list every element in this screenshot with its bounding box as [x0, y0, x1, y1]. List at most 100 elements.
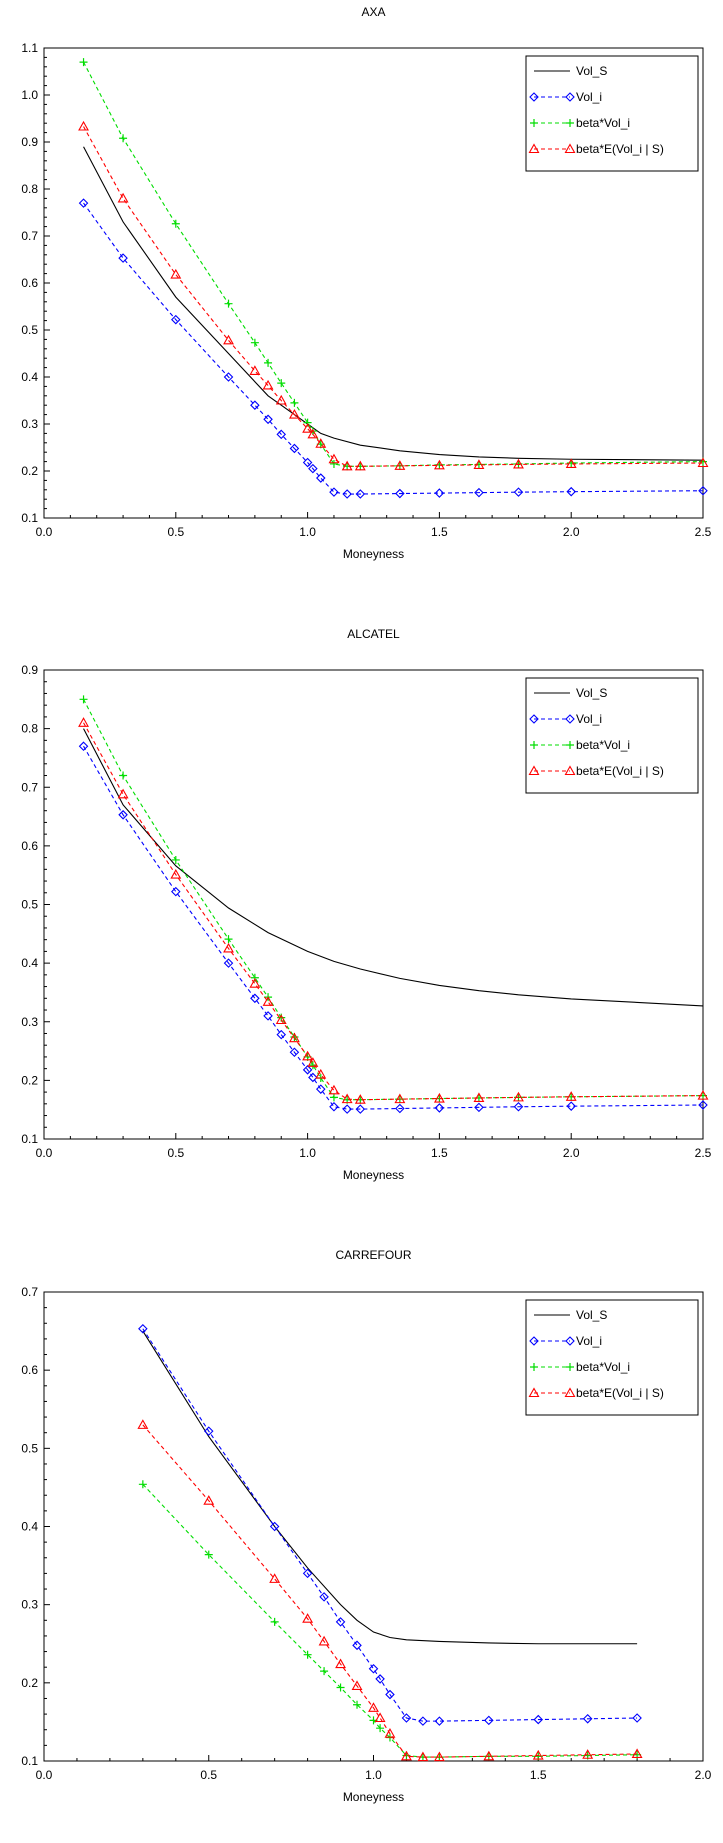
data-point	[203, 1495, 215, 1505]
legend-marker	[564, 765, 576, 776]
data-point	[394, 1093, 406, 1104]
data-point	[342, 1104, 352, 1114]
data-point	[513, 1101, 524, 1112]
data-point	[342, 489, 352, 499]
y-tick-label: 0.5	[21, 1441, 38, 1455]
x-tick-label: 0.0	[36, 1146, 53, 1160]
data-point	[582, 1714, 593, 1724]
data-point	[249, 365, 261, 375]
data-point	[117, 788, 129, 799]
data-point	[223, 942, 234, 953]
data-point	[250, 993, 260, 1004]
data-point	[269, 1521, 280, 1532]
data-point	[473, 1092, 485, 1103]
data-point	[698, 1100, 708, 1110]
data-point	[302, 1065, 313, 1075]
series-line	[83, 146, 704, 461]
x-tick-label: 0.0	[36, 1768, 53, 1782]
chart-title: AXA	[361, 5, 385, 19]
data-point	[302, 1050, 314, 1061]
y-tick-label: 0.6	[21, 839, 38, 853]
data-point	[329, 1093, 338, 1102]
data-point	[474, 1102, 484, 1113]
data-point	[223, 372, 234, 382]
legend-box	[525, 1299, 699, 1416]
data-point	[270, 1617, 279, 1626]
data-point	[308, 1072, 318, 1083]
series-line	[83, 745, 704, 1110]
data-point	[418, 1716, 428, 1726]
x-tick-label: 0.5	[167, 525, 184, 539]
data-point	[303, 1650, 312, 1659]
data-point	[698, 485, 708, 496]
data-point	[328, 453, 340, 464]
data-point	[565, 1091, 577, 1101]
y-tick-label: 1.1	[21, 41, 38, 55]
x-tick-label: 0.5	[167, 1146, 184, 1160]
data-point	[533, 1714, 544, 1725]
series-line	[83, 728, 704, 1007]
y-tick-label: 0.6	[21, 276, 38, 290]
data-point	[434, 1103, 445, 1113]
x-tick-label: 2.0	[563, 525, 580, 539]
legend-label: beta*E(Vol_i | S)	[576, 142, 664, 156]
data-point	[352, 1640, 362, 1651]
data-point	[697, 457, 709, 468]
legend-marker	[565, 92, 575, 102]
data-point	[307, 428, 319, 439]
data-point	[79, 695, 88, 704]
data-point	[275, 1014, 287, 1025]
data-point	[302, 423, 314, 433]
data-point	[119, 134, 128, 143]
data-point	[290, 398, 299, 407]
data-point	[351, 1680, 363, 1691]
data-point	[474, 487, 484, 498]
data-point	[354, 1094, 366, 1104]
data-point	[302, 1613, 314, 1623]
data-point	[341, 460, 353, 471]
x-tick-label: 1.0	[299, 1146, 316, 1160]
data-point	[138, 1480, 147, 1489]
series-line	[83, 126, 704, 467]
x-axis-label: Moneyness	[343, 547, 404, 561]
data-point	[335, 1658, 346, 1669]
legend-label: Vol_S	[576, 686, 607, 700]
data-point	[376, 1724, 385, 1733]
series-vol-s	[83, 146, 704, 461]
legend-marker	[528, 143, 540, 154]
series-beta-e-vol-i-s-	[78, 717, 709, 1104]
data-point	[532, 1749, 544, 1760]
legend-marker	[530, 119, 538, 127]
series-beta-e-vol-i-s-	[78, 120, 709, 471]
x-tick-label: 2.0	[563, 1146, 580, 1160]
data-point	[308, 463, 318, 474]
data-point	[118, 810, 128, 820]
legend-marker	[565, 1336, 575, 1346]
legend: Vol_S Vol_i beta*Vol_i beta*E(Vol_i | S)	[525, 55, 699, 172]
series-beta-e-vol-i-s-	[137, 1419, 643, 1762]
data-point	[513, 487, 524, 497]
data-point	[224, 299, 233, 308]
data-point	[368, 1663, 379, 1674]
data-point	[170, 268, 182, 279]
chart-2: ALCATEL 0.0 0.5 1.0 1.5 2.0 2.5 0.1 0.2 0.3 0.4 0.5…	[21, 627, 711, 1182]
x-axis-label: Moneyness	[343, 1790, 404, 1804]
data-point	[473, 459, 485, 469]
data-point	[289, 1047, 300, 1058]
y-tick-label: 0.2	[21, 464, 38, 478]
data-point	[276, 1029, 287, 1040]
data-point	[353, 1700, 362, 1709]
y-tick-label: 1.0	[21, 88, 38, 102]
data-point	[269, 1573, 281, 1583]
legend-box	[525, 55, 699, 172]
data-point	[78, 741, 89, 751]
y-tick-label: 0.1	[21, 1754, 38, 1768]
data-point	[375, 1674, 385, 1684]
series-line	[142, 1483, 638, 1758]
y-tick-label: 0.3	[21, 1598, 38, 1612]
y-tick-label: 0.1	[21, 511, 38, 525]
legend-marker	[530, 741, 538, 749]
x-tick-label: 2.0	[695, 1768, 712, 1782]
